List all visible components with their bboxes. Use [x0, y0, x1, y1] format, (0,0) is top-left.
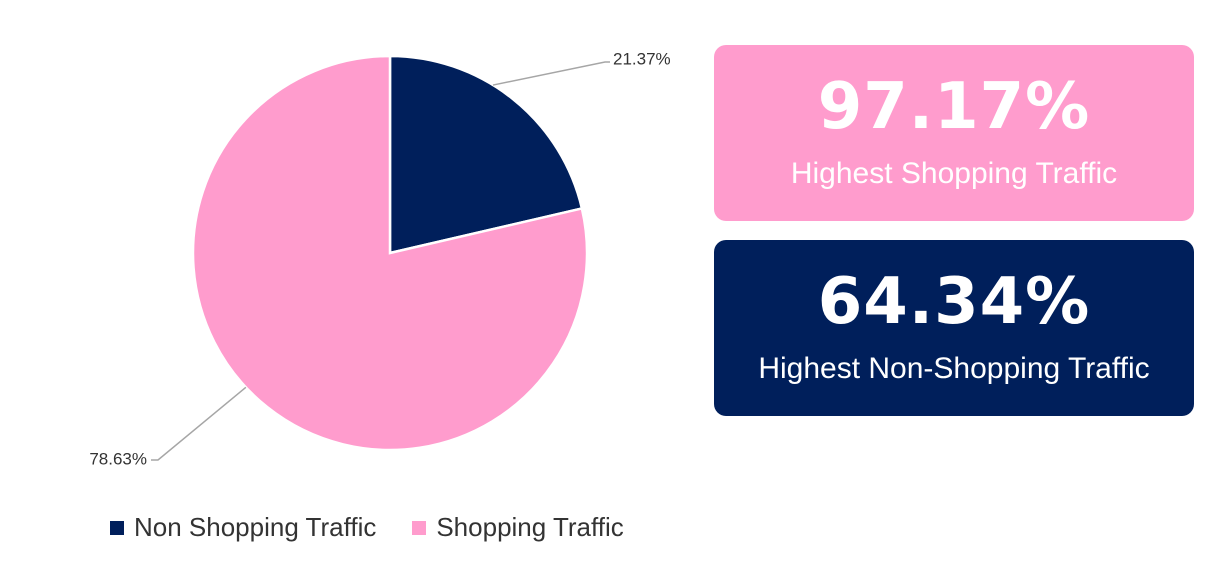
pie-labels: 21.37% 78.63% — [89, 49, 670, 468]
data-label-shopping: 78.63% — [89, 449, 147, 468]
legend-swatch-non-shopping — [110, 520, 124, 535]
shopping-traffic-value: 97.17% — [817, 70, 1091, 144]
pie-slices — [191, 54, 589, 452]
legend-swatch-shopping — [412, 520, 427, 535]
pie-chart: 21.37% 78.63% — [89, 49, 670, 468]
legend-item-non-shopping: Non Shopping Traffic — [110, 512, 376, 543]
leader-line-non-shopping — [492, 61, 610, 86]
non-shopping-traffic-label: Highest Non-Shopping Traffic — [758, 352, 1150, 385]
legend-label-shopping: Shopping Traffic — [436, 512, 624, 542]
pie-leaders — [151, 61, 610, 461]
legend-label-non-shopping: Non Shopping Traffic — [134, 512, 377, 542]
legend-item-shopping: Shopping Traffic — [412, 512, 624, 543]
shopping-traffic-label: Highest Shopping Traffic — [790, 157, 1118, 190]
chart-legend: Non Shopping Traffic Shopping Traffic — [110, 512, 624, 543]
leader-line-shopping — [151, 386, 247, 461]
pie-slice-shopping — [191, 54, 589, 452]
non-shopping-traffic-value: 64.34% — [817, 265, 1091, 339]
pie-slice-non-shopping — [388, 54, 584, 255]
shopping-traffic-card: 97.17% Highest Shopping Traffic — [714, 45, 1194, 221]
non-shopping-traffic-card: 64.34% Highest Non-Shopping Traffic — [714, 240, 1194, 416]
data-label-non-shopping: 21.37% — [613, 49, 671, 68]
